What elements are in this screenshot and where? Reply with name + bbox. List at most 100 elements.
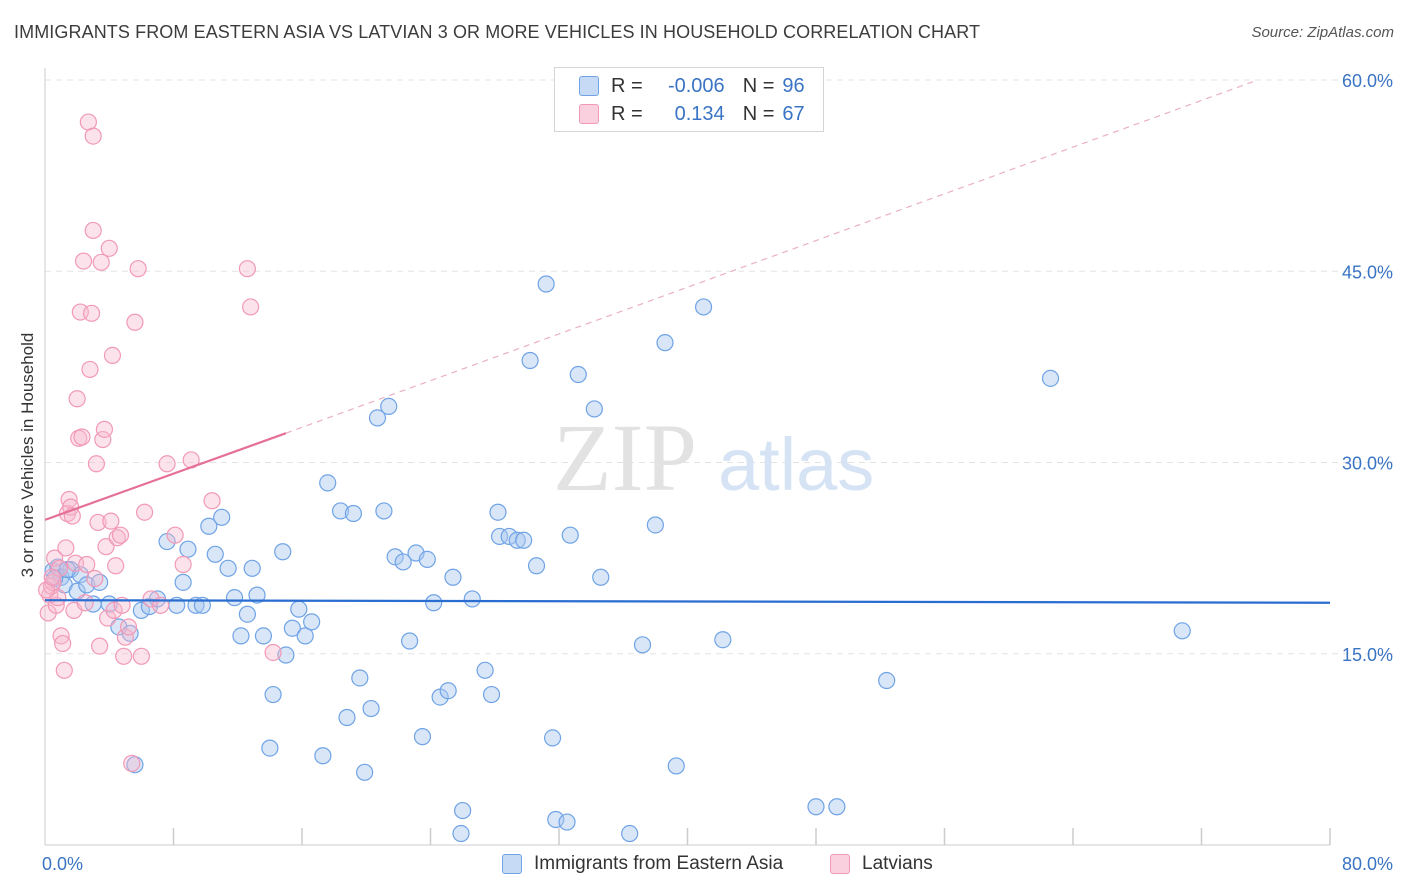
y-tick-label: 30.0% — [1342, 454, 1393, 474]
immigrants-point — [238, 605, 256, 623]
immigrants-point — [558, 813, 576, 831]
immigrants-point — [401, 632, 419, 650]
latvians-point — [123, 754, 141, 773]
immigrants-point — [351, 669, 369, 687]
latvians-point — [91, 637, 109, 655]
immigrants-point — [413, 728, 432, 746]
immigrants-point — [476, 661, 494, 679]
immigrants-point — [508, 531, 526, 549]
immigrants-point — [1041, 369, 1060, 387]
immigrants-point — [319, 474, 337, 492]
immigrants-point — [592, 568, 610, 586]
latvians-point — [97, 538, 115, 556]
immigrants-point — [200, 517, 218, 535]
immigrants-point — [232, 627, 250, 645]
immigrants-point — [621, 824, 639, 843]
latvians-point — [46, 549, 64, 567]
immigrants-point — [561, 526, 579, 544]
legend-item-immigrants: Immigrants from Eastern Asia — [502, 852, 783, 876]
immigrants-point — [425, 594, 443, 612]
latvians-point — [107, 557, 125, 575]
latvians-point — [108, 529, 126, 547]
latvians-point — [132, 647, 150, 665]
immigrants-point — [547, 810, 565, 829]
immigrants-point — [261, 739, 279, 757]
immigrants-point — [213, 508, 231, 526]
latvians-point — [135, 503, 154, 521]
latvians-point — [158, 455, 176, 473]
r-value: -0.006 — [667, 74, 725, 97]
latvians-point — [126, 313, 144, 331]
immigrants-point — [521, 351, 539, 370]
latvians-point — [73, 428, 91, 446]
immigrants-point — [646, 516, 664, 534]
immigrants-point — [344, 504, 362, 523]
immigrants-point — [515, 531, 533, 549]
chart-title: IMMIGRANTS FROM EASTERN ASIA VS LATVIAN … — [14, 22, 981, 42]
immigrants-point — [527, 557, 546, 575]
immigrants-point — [878, 671, 896, 690]
immigrants-trend-line — [44, 599, 1331, 604]
latvians-point — [50, 559, 69, 577]
latvians-point — [81, 360, 99, 379]
blue-swatch — [579, 76, 599, 96]
n-label: N = — [742, 102, 775, 125]
x-tick-label-max: 80.0% — [1342, 854, 1393, 874]
immigrants-point — [314, 747, 332, 765]
immigrants-point — [375, 502, 393, 520]
latvians-point — [68, 390, 86, 408]
latvians-point — [119, 618, 138, 636]
immigrants-point — [394, 553, 412, 571]
immigrants-point — [274, 543, 292, 561]
immigrants-point — [296, 627, 314, 645]
latvians-point — [166, 526, 184, 544]
latvians-point — [242, 298, 260, 316]
immigrants-point — [490, 527, 509, 546]
correlation-legend: R = -0.006 N = 96 R = 0.134 N = 67 — [554, 67, 824, 132]
immigrants-point — [264, 685, 282, 704]
immigrants-point — [254, 627, 273, 645]
n-value: 96 — [782, 74, 805, 97]
immigrants-point — [537, 275, 555, 293]
latvians-point — [74, 252, 93, 270]
latvians-point — [86, 569, 104, 588]
immigrants-point — [277, 646, 295, 664]
latvians-point — [102, 512, 120, 530]
latvians-point — [78, 555, 96, 574]
immigrants-point — [243, 559, 261, 577]
immigrants-point — [444, 568, 462, 586]
latvians-point — [84, 221, 102, 240]
immigrants-point — [206, 545, 224, 563]
latvians-point — [203, 492, 221, 510]
immigrants-point — [418, 550, 436, 569]
immigrants-point — [828, 798, 846, 816]
latvians-point — [111, 526, 130, 544]
pink-legend-swatch — [830, 854, 850, 874]
immigrants-point — [452, 824, 470, 843]
latvians-point — [116, 628, 134, 646]
watermark-zip: ZIP — [553, 404, 697, 511]
latvians-trend-extension — [285, 79, 1258, 434]
immigrants-point — [543, 729, 562, 747]
n-value: 67 — [782, 102, 805, 125]
latvians-trend-line — [44, 432, 287, 521]
latvians-point — [55, 661, 73, 679]
immigrants-point — [356, 763, 374, 781]
immigrants-point — [463, 590, 481, 608]
immigrants-point — [585, 400, 603, 418]
immigrants-point — [694, 298, 713, 316]
latvians-point — [92, 253, 110, 271]
immigrants-point — [303, 613, 321, 631]
latvians-point — [76, 594, 94, 612]
latvians-point — [95, 420, 114, 438]
latvians-point — [38, 581, 56, 599]
latvians-point — [103, 346, 122, 364]
immigrants-point — [714, 631, 732, 649]
source-label: Source: ZipAtlas.com — [1251, 24, 1394, 41]
legend-item-latvians: Latvians — [830, 852, 933, 876]
pink-swatch — [579, 104, 599, 124]
y-tick-label: 45.0% — [1342, 262, 1393, 282]
immigrants-point — [362, 699, 380, 718]
latvians-point — [87, 455, 106, 473]
